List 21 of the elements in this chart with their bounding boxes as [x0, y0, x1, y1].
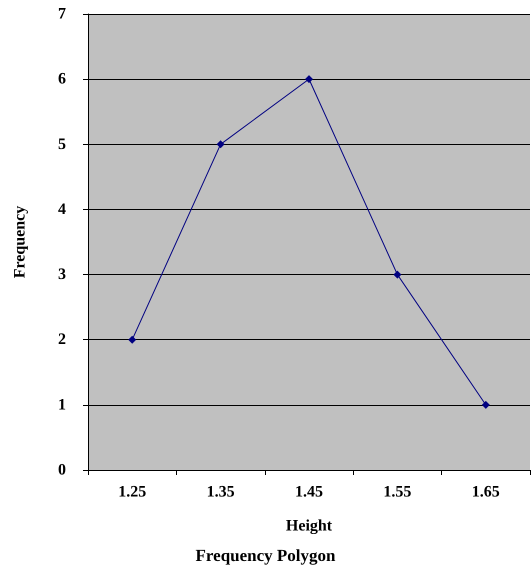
point	[216, 140, 225, 148]
point	[128, 336, 136, 344]
y-tick-label: 6	[58, 70, 66, 88]
y-tick-label: 0	[58, 462, 66, 478]
y-axis-title: Frequency	[12, 206, 28, 278]
text: Frequency Polygon	[196, 546, 336, 565]
y-tick-label: 7	[58, 6, 66, 22]
x-tick-label: 1.45	[295, 484, 323, 500]
x-tick-label: 1.25	[118, 484, 146, 500]
x-axis-title: Height	[286, 518, 333, 534]
point	[393, 270, 402, 279]
y-tick-label: 3	[58, 266, 66, 284]
x-tick-label: 1.65	[472, 484, 500, 500]
y-tick-label: 4	[58, 200, 66, 218]
y-tick-label: 2	[58, 331, 66, 348]
point	[482, 400, 490, 409]
x-tick-label: 1.55	[383, 484, 412, 500]
point	[305, 75, 313, 84]
y-tick-label: 1	[58, 396, 66, 414]
x-tick-label: 1.35	[206, 484, 235, 500]
y-tick-label: 5	[58, 136, 66, 153]
